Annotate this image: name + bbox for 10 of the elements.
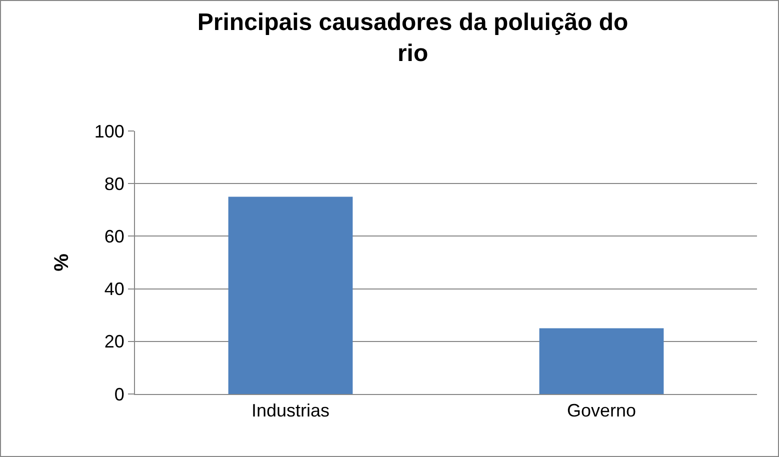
- y-tick-label: 0: [114, 384, 124, 404]
- y-tick-label: 100: [94, 121, 124, 142]
- y-tick-label: 20: [104, 332, 124, 352]
- x-tick-label: Governo: [566, 400, 636, 421]
- x-tick-label: Industrias: [251, 400, 330, 421]
- chart-title: Principais causadores da poluição do rio: [197, 8, 628, 67]
- y-axis-title: %: [50, 253, 73, 272]
- y-tick-label: 60: [104, 226, 124, 246]
- y-tick-label: 80: [104, 174, 124, 194]
- y-tick-label: 40: [104, 279, 124, 300]
